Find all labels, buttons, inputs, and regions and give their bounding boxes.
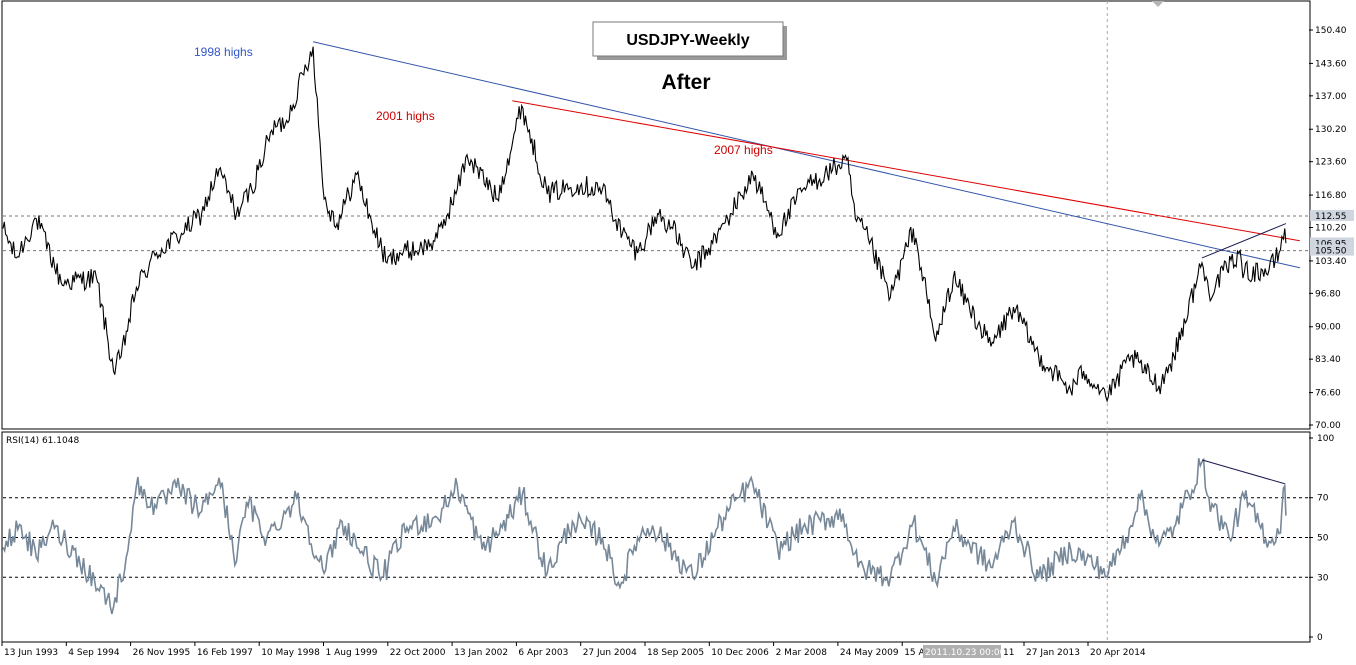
price-tick-label: 123.60 [1315,158,1347,168]
rsi-indicator-label: RSI(14) 61.1048 [6,436,79,446]
price-tick-label: 137.00 [1315,92,1347,102]
crosshair-date-tag [923,645,1001,658]
price-trendline-2 [1201,223,1287,259]
rsi-trendlines [1201,459,1285,485]
rsi-axis: 100 70 50 30 0 [1309,434,1334,643]
rsi-level-lines [3,497,1309,578]
price-tag-label: 106.95 [1315,239,1347,249]
price-tag-box [1310,237,1354,249]
date-tick-label: 26 Nov 1995 [133,648,191,658]
rsi-tick-label: 70 [1317,494,1329,504]
date-tick-label: 10 Dec 2006 [711,648,769,658]
price-tick-label: 130.20 [1315,125,1347,135]
price-trendline-0 [312,41,1300,269]
price-axis: 150.40 143.60 137.00 130.20 123.60 116.80 110.… [1309,26,1347,431]
rsi-tick-label: 100 [1317,434,1334,444]
date-tick-label: 24 May 2009 [840,648,899,658]
date-tick-label: 10 May 1998 [261,648,320,658]
chart-subtitle: After [661,71,710,94]
title-box [592,21,784,57]
price-tick-label: 90.00 [1315,323,1341,333]
price-tick-label: 103.40 [1315,257,1347,267]
date-tick-label: 13 Jun 1993 [4,648,58,658]
annotation-1998-highs: 1998 highs [194,45,253,59]
date-tick-label: 22 Oct 2000 [390,648,446,658]
price-tag-label: 105.50 [1315,247,1347,257]
price-tick-label: 116.80 [1315,191,1347,201]
rsi-series-line [2,457,1287,615]
date-tick-label: 2 Mar 2008 [776,648,828,658]
annotation-2001-highs: 2001 highs [376,109,435,123]
price-tick-label: 96.80 [1315,289,1341,299]
rsi-tick-label: 0 [1317,633,1323,643]
date-tick-label: 4 Sep 1994 [68,648,120,658]
date-tick-label-partial: 11 [1003,648,1014,658]
date-tick-label: 6 Apr 2003 [518,648,568,658]
date-tick-label: 13 Jan 2002 [454,648,508,658]
date-tick-label: 20 Apr 2014 [1090,648,1146,658]
rsi-tick-label: 30 [1317,573,1329,583]
price-tick-label: 70.00 [1315,421,1341,431]
date-tick-label: 1 Aug 1999 [326,648,378,658]
scroll-marker-icon[interactable] [1152,1,1164,7]
date-tick-label: 27 Jan 2013 [1026,648,1080,658]
price-series-line [2,46,1287,403]
date-tick-label: 27 Jun 2004 [583,648,637,658]
date-tick-label: 18 Sep 2005 [647,648,704,658]
price-tick-label: 110.20 [1315,224,1347,234]
price-tag-label: 112.55 [1315,212,1347,222]
price-trendline-1 [512,100,1300,242]
date-tick-label: 16 Feb 1997 [197,648,253,658]
price-tag-box [1310,209,1354,221]
price-tick-label: 76.60 [1315,389,1341,399]
price-tick-label: 83.40 [1315,355,1341,365]
price-tick-label: 150.40 [1315,26,1347,36]
price-tick-label: 143.60 [1315,59,1347,69]
crosshair-date-text: 2011.10.23 00:00 [925,648,1006,658]
price-trendlines [312,41,1300,269]
rsi-trendline-0 [1201,459,1285,485]
price-tag-box [1310,244,1354,256]
annotation-2007-highs: 2007 highs [714,143,773,157]
chart-title: USDJPY-Weekly [626,32,749,49]
rsi-tick-label: 50 [1317,534,1329,544]
price-hlines [3,215,1309,252]
